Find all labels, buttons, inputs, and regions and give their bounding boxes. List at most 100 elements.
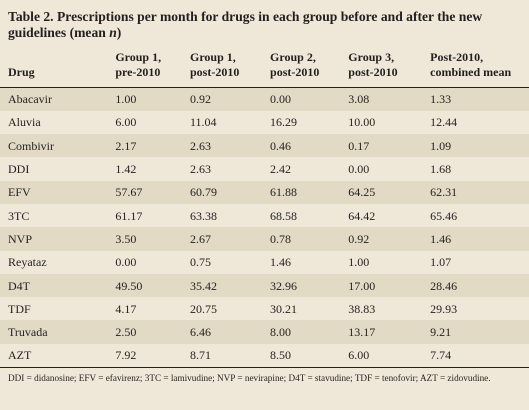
table-row: AZT 7.92 8.71 8.50 6.00 7.74 — [0, 343, 529, 369]
cell-value: 30.21 — [270, 301, 298, 316]
cell-value: 32.96 — [262, 273, 341, 298]
cell-value: 28.46 — [422, 273, 529, 298]
cell-value: 3.50 — [107, 227, 182, 251]
header-group2-post: Group 2, post-2010 — [262, 42, 341, 88]
table-row: Truvada 2.50 6.46 8.00 13.17 9.21 — [0, 320, 529, 344]
cell-value: 0.46 — [262, 134, 341, 158]
caption-italic: n — [109, 24, 117, 40]
cell-drug: AZT — [0, 343, 108, 369]
cell-value: 1.00 — [107, 87, 182, 111]
cell-value: 1.33 — [422, 87, 529, 111]
cell-drug: TDF — [8, 301, 31, 316]
cell-value: 13.17 — [340, 320, 423, 344]
header-combined-mean-line2: combined mean — [430, 65, 512, 79]
table-body: Abacavir 1.00 0.92 0.00 3.08 1.33 Aluvia 6.00 1… — [0, 87, 529, 369]
table-row: DDI 1.42 2.63 2.42 0.00 1.68 — [0, 157, 529, 180]
header-group3-post-line2: post-2010 — [348, 65, 398, 79]
cell-value: 65.46 — [430, 208, 458, 223]
cell-value: 0.92 — [340, 227, 423, 251]
header-group1-pre-line1: Group 1, — [115, 49, 162, 64]
cell-value: 49.50 — [107, 273, 182, 298]
cell-drug: Abacavir — [0, 87, 108, 111]
cell-drug: EFV — [0, 180, 108, 204]
cell-value: 2.67 — [181, 227, 263, 251]
cell-value: 8.50 — [262, 343, 341, 369]
table-row: Combivir 2.17 2.63 0.46 0.17 1.09 — [0, 134, 529, 158]
header-group1-post-line1: Group 1, — [189, 49, 236, 64]
cell-value: 10.00 — [348, 115, 376, 130]
caption-suffix: ) — [116, 24, 122, 40]
cell-drug: Reyataz — [8, 255, 47, 270]
cell-value: 1.00 — [348, 255, 370, 270]
cell-value: 0.00 — [262, 87, 341, 111]
cell-value: 64.42 — [348, 208, 376, 223]
cell-value: 20.75 — [189, 301, 217, 316]
table-row: TDF 4.17 20.75 30.21 38.83 29.93 — [0, 297, 529, 320]
cell-value: 29.93 — [430, 301, 458, 316]
cell-value: 6.00 — [115, 115, 137, 130]
table-caption: Table 2. Prescriptions per month for dru… — [8, 9, 520, 40]
header-group1-pre-line2: pre-2010 — [115, 65, 161, 79]
prescriptions-table: Drug Group 1, pre-2010 Group 1, post-2010 … — [0, 42, 529, 369]
header-group1-post: Group 1, post-2010 — [181, 42, 263, 88]
cell-value: 1.07 — [430, 255, 452, 270]
cell-value: 17.00 — [340, 273, 423, 298]
cell-value: 57.67 — [107, 180, 182, 204]
table-row: NVP 3.50 2.67 0.78 0.92 1.46 — [0, 227, 529, 251]
cell-value: 11.04 — [189, 115, 217, 130]
cell-value: 0.75 — [189, 255, 211, 270]
cell-drug: 3TC — [8, 208, 30, 223]
cell-value: 68.58 — [270, 208, 298, 223]
table-footnote: DDI = didanosine; EFV = efavirenz; 3TC =… — [8, 373, 491, 383]
cell-value: 64.25 — [340, 180, 423, 204]
cell-value: 0.78 — [262, 227, 341, 251]
table-row: EFV 57.67 60.79 61.88 64.25 62.31 — [0, 180, 529, 204]
cell-value: 0.00 — [348, 162, 370, 177]
cell-drug: Combivir — [0, 134, 108, 158]
cell-value: 38.83 — [348, 301, 376, 316]
cell-value: 16.29 — [270, 115, 298, 130]
table-row: Reyataz 0.00 0.75 1.46 1.00 1.07 — [0, 251, 529, 274]
header-group3-post: Group 3, post-2010 — [340, 42, 423, 88]
header-row: Drug Group 1, pre-2010 Group 1, post-2010 … — [0, 42, 529, 88]
table-row: Abacavir 1.00 0.92 0.00 3.08 1.33 — [0, 87, 529, 111]
cell-value: 2.63 — [189, 162, 211, 177]
header-group2-post-line2: post-2010 — [270, 65, 320, 79]
header-group1-post-line2: post-2010 — [189, 65, 240, 79]
cell-value: 0.17 — [340, 134, 423, 158]
cell-value: 9.21 — [422, 320, 529, 344]
cell-value: 1.46 — [422, 227, 529, 251]
cell-value: 6.46 — [181, 320, 263, 344]
cell-value: 62.31 — [422, 180, 529, 204]
cell-value: 2.63 — [181, 134, 263, 158]
cell-value: 63.38 — [189, 208, 217, 223]
cell-value: 3.08 — [340, 87, 423, 111]
cell-value: 0.00 — [115, 255, 137, 270]
header-group3-post-line1: Group 3, — [348, 49, 395, 64]
cell-value: 8.71 — [181, 343, 263, 369]
cell-value: 2.50 — [107, 320, 182, 344]
cell-drug: Aluvia — [8, 115, 41, 130]
cell-value: 1.46 — [270, 255, 292, 270]
cell-value: 61.88 — [262, 180, 341, 204]
cell-value: 2.17 — [107, 134, 182, 158]
table-header: Drug Group 1, pre-2010 Group 1, post-2010 … — [0, 42, 529, 88]
cell-value: 35.42 — [181, 273, 263, 298]
cell-value: 61.17 — [115, 208, 143, 223]
header-drug: Drug — [0, 42, 108, 88]
caption-text: Prescriptions per month for drugs in eac… — [8, 9, 483, 40]
cell-value: 60.79 — [181, 180, 263, 204]
cell-drug: Truvada — [0, 320, 108, 344]
cell-value: 0.92 — [181, 87, 263, 111]
header-combined-mean-line1: Post-2010, — [430, 49, 484, 64]
cell-drug: DDI — [8, 162, 30, 177]
header-drug-line2: Drug — [8, 65, 35, 79]
cell-drug: D4T — [0, 273, 108, 298]
cell-value: 8.00 — [262, 320, 341, 344]
cell-value: 1.68 — [430, 162, 452, 177]
cell-value: 1.09 — [422, 134, 529, 158]
caption-prefix: Table 2. — [8, 9, 54, 24]
header-combined-mean: Post-2010, combined mean — [422, 42, 529, 88]
cell-value: 12.44 — [430, 115, 458, 130]
